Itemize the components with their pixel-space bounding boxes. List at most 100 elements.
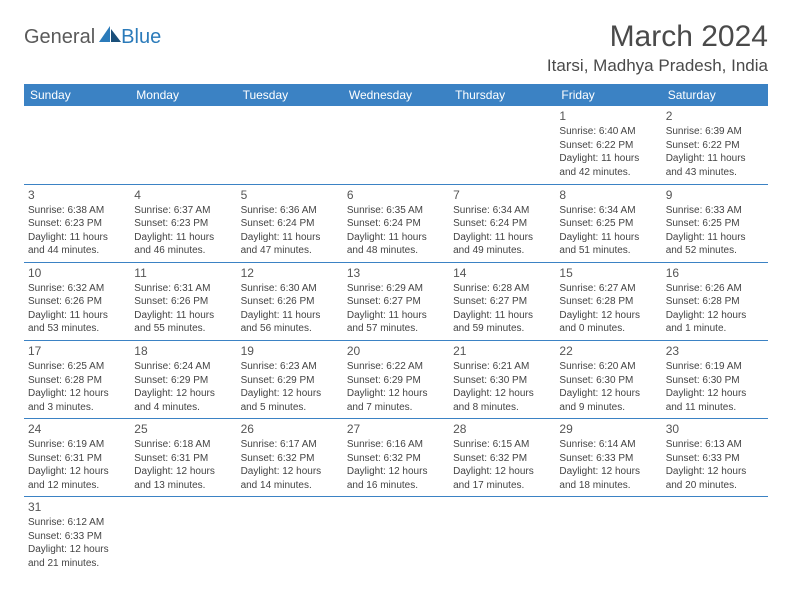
calendar-row: 3Sunrise: 6:38 AMSunset: 6:23 PMDaylight… bbox=[24, 184, 768, 262]
sunrise-text: Sunrise: 6:39 AM bbox=[666, 125, 764, 139]
daylight-text: Daylight: 12 hours and 12 minutes. bbox=[28, 465, 126, 492]
daylight-text: Daylight: 11 hours and 56 minutes. bbox=[241, 309, 339, 336]
sunset-text: Sunset: 6:23 PM bbox=[134, 217, 232, 231]
daylight-text: Daylight: 11 hours and 44 minutes. bbox=[28, 231, 126, 258]
daylight-text: Daylight: 11 hours and 42 minutes. bbox=[559, 152, 657, 179]
calendar-cell: 5Sunrise: 6:36 AMSunset: 6:24 PMDaylight… bbox=[237, 184, 343, 262]
daylight-text: Daylight: 12 hours and 5 minutes. bbox=[241, 387, 339, 414]
sunrise-text: Sunrise: 6:14 AM bbox=[559, 438, 657, 452]
sunset-text: Sunset: 6:22 PM bbox=[666, 139, 764, 153]
day-number: 6 bbox=[347, 187, 445, 203]
day-number: 12 bbox=[241, 265, 339, 281]
daylight-text: Daylight: 11 hours and 46 minutes. bbox=[134, 231, 232, 258]
daylight-text: Daylight: 12 hours and 21 minutes. bbox=[28, 543, 126, 570]
header: General Blue March 2024 Itarsi, Madhya P… bbox=[24, 20, 768, 76]
day-number: 25 bbox=[134, 421, 232, 437]
calendar-cell: 29Sunrise: 6:14 AMSunset: 6:33 PMDayligh… bbox=[555, 419, 661, 497]
sunrise-text: Sunrise: 6:17 AM bbox=[241, 438, 339, 452]
sunset-text: Sunset: 6:31 PM bbox=[28, 452, 126, 466]
sunset-text: Sunset: 6:27 PM bbox=[347, 295, 445, 309]
calendar-cell bbox=[662, 497, 768, 575]
logo: General Blue bbox=[24, 20, 161, 49]
daylight-text: Daylight: 12 hours and 0 minutes. bbox=[559, 309, 657, 336]
sunset-text: Sunset: 6:24 PM bbox=[347, 217, 445, 231]
calendar-cell bbox=[130, 497, 236, 575]
calendar-cell: 18Sunrise: 6:24 AMSunset: 6:29 PMDayligh… bbox=[130, 340, 236, 418]
logo-text-blue: Blue bbox=[121, 26, 161, 49]
title-block: March 2024 Itarsi, Madhya Pradesh, India bbox=[547, 20, 768, 76]
calendar-cell: 6Sunrise: 6:35 AMSunset: 6:24 PMDaylight… bbox=[343, 184, 449, 262]
calendar-cell bbox=[343, 106, 449, 184]
sunrise-text: Sunrise: 6:34 AM bbox=[453, 204, 551, 218]
calendar-cell bbox=[130, 106, 236, 184]
sunrise-text: Sunrise: 6:16 AM bbox=[347, 438, 445, 452]
sunrise-text: Sunrise: 6:38 AM bbox=[28, 204, 126, 218]
sunrise-text: Sunrise: 6:29 AM bbox=[347, 282, 445, 296]
sunset-text: Sunset: 6:31 PM bbox=[134, 452, 232, 466]
calendar-cell: 24Sunrise: 6:19 AMSunset: 6:31 PMDayligh… bbox=[24, 419, 130, 497]
daylight-text: Daylight: 12 hours and 7 minutes. bbox=[347, 387, 445, 414]
weekday-header: Wednesday bbox=[343, 84, 449, 106]
day-number: 29 bbox=[559, 421, 657, 437]
sunrise-text: Sunrise: 6:40 AM bbox=[559, 125, 657, 139]
weekday-header-row: Sunday Monday Tuesday Wednesday Thursday… bbox=[24, 84, 768, 106]
sunrise-text: Sunrise: 6:33 AM bbox=[666, 204, 764, 218]
daylight-text: Daylight: 11 hours and 52 minutes. bbox=[666, 231, 764, 258]
daylight-text: Daylight: 12 hours and 8 minutes. bbox=[453, 387, 551, 414]
calendar-cell: 14Sunrise: 6:28 AMSunset: 6:27 PMDayligh… bbox=[449, 262, 555, 340]
sunset-text: Sunset: 6:28 PM bbox=[666, 295, 764, 309]
logo-text-general: General bbox=[24, 26, 95, 49]
calendar-cell: 30Sunrise: 6:13 AMSunset: 6:33 PMDayligh… bbox=[662, 419, 768, 497]
day-number: 23 bbox=[666, 343, 764, 359]
calendar-cell bbox=[237, 106, 343, 184]
sunrise-text: Sunrise: 6:22 AM bbox=[347, 360, 445, 374]
sunset-text: Sunset: 6:28 PM bbox=[559, 295, 657, 309]
calendar-cell: 7Sunrise: 6:34 AMSunset: 6:24 PMDaylight… bbox=[449, 184, 555, 262]
calendar-cell: 10Sunrise: 6:32 AMSunset: 6:26 PMDayligh… bbox=[24, 262, 130, 340]
daylight-text: Daylight: 12 hours and 3 minutes. bbox=[28, 387, 126, 414]
daylight-text: Daylight: 11 hours and 47 minutes. bbox=[241, 231, 339, 258]
sunset-text: Sunset: 6:29 PM bbox=[241, 374, 339, 388]
calendar-row: 17Sunrise: 6:25 AMSunset: 6:28 PMDayligh… bbox=[24, 340, 768, 418]
day-number: 27 bbox=[347, 421, 445, 437]
day-number: 13 bbox=[347, 265, 445, 281]
sunrise-text: Sunrise: 6:37 AM bbox=[134, 204, 232, 218]
day-number: 24 bbox=[28, 421, 126, 437]
sunrise-text: Sunrise: 6:27 AM bbox=[559, 282, 657, 296]
daylight-text: Daylight: 12 hours and 16 minutes. bbox=[347, 465, 445, 492]
calendar-cell: 31Sunrise: 6:12 AMSunset: 6:33 PMDayligh… bbox=[24, 497, 130, 575]
sunset-text: Sunset: 6:24 PM bbox=[453, 217, 551, 231]
calendar-cell: 22Sunrise: 6:20 AMSunset: 6:30 PMDayligh… bbox=[555, 340, 661, 418]
calendar-cell: 13Sunrise: 6:29 AMSunset: 6:27 PMDayligh… bbox=[343, 262, 449, 340]
sunset-text: Sunset: 6:30 PM bbox=[453, 374, 551, 388]
sunrise-text: Sunrise: 6:35 AM bbox=[347, 204, 445, 218]
calendar-cell bbox=[24, 106, 130, 184]
sunset-text: Sunset: 6:33 PM bbox=[28, 530, 126, 544]
calendar-row: 24Sunrise: 6:19 AMSunset: 6:31 PMDayligh… bbox=[24, 419, 768, 497]
sunrise-text: Sunrise: 6:19 AM bbox=[28, 438, 126, 452]
calendar-cell: 27Sunrise: 6:16 AMSunset: 6:32 PMDayligh… bbox=[343, 419, 449, 497]
calendar-cell: 2Sunrise: 6:39 AMSunset: 6:22 PMDaylight… bbox=[662, 106, 768, 184]
daylight-text: Daylight: 11 hours and 55 minutes. bbox=[134, 309, 232, 336]
daylight-text: Daylight: 11 hours and 43 minutes. bbox=[666, 152, 764, 179]
calendar-cell: 21Sunrise: 6:21 AMSunset: 6:30 PMDayligh… bbox=[449, 340, 555, 418]
sunrise-text: Sunrise: 6:36 AM bbox=[241, 204, 339, 218]
calendar-cell: 26Sunrise: 6:17 AMSunset: 6:32 PMDayligh… bbox=[237, 419, 343, 497]
day-number: 5 bbox=[241, 187, 339, 203]
day-number: 9 bbox=[666, 187, 764, 203]
calendar-cell: 23Sunrise: 6:19 AMSunset: 6:30 PMDayligh… bbox=[662, 340, 768, 418]
day-number: 14 bbox=[453, 265, 551, 281]
calendar-cell: 1Sunrise: 6:40 AMSunset: 6:22 PMDaylight… bbox=[555, 106, 661, 184]
calendar-cell: 16Sunrise: 6:26 AMSunset: 6:28 PMDayligh… bbox=[662, 262, 768, 340]
daylight-text: Daylight: 12 hours and 17 minutes. bbox=[453, 465, 551, 492]
sunset-text: Sunset: 6:33 PM bbox=[666, 452, 764, 466]
weekday-header: Saturday bbox=[662, 84, 768, 106]
sunset-text: Sunset: 6:33 PM bbox=[559, 452, 657, 466]
weekday-header: Sunday bbox=[24, 84, 130, 106]
daylight-text: Daylight: 11 hours and 57 minutes. bbox=[347, 309, 445, 336]
day-number: 3 bbox=[28, 187, 126, 203]
sunset-text: Sunset: 6:32 PM bbox=[241, 452, 339, 466]
daylight-text: Daylight: 12 hours and 13 minutes. bbox=[134, 465, 232, 492]
sunset-text: Sunset: 6:30 PM bbox=[666, 374, 764, 388]
daylight-text: Daylight: 12 hours and 4 minutes. bbox=[134, 387, 232, 414]
